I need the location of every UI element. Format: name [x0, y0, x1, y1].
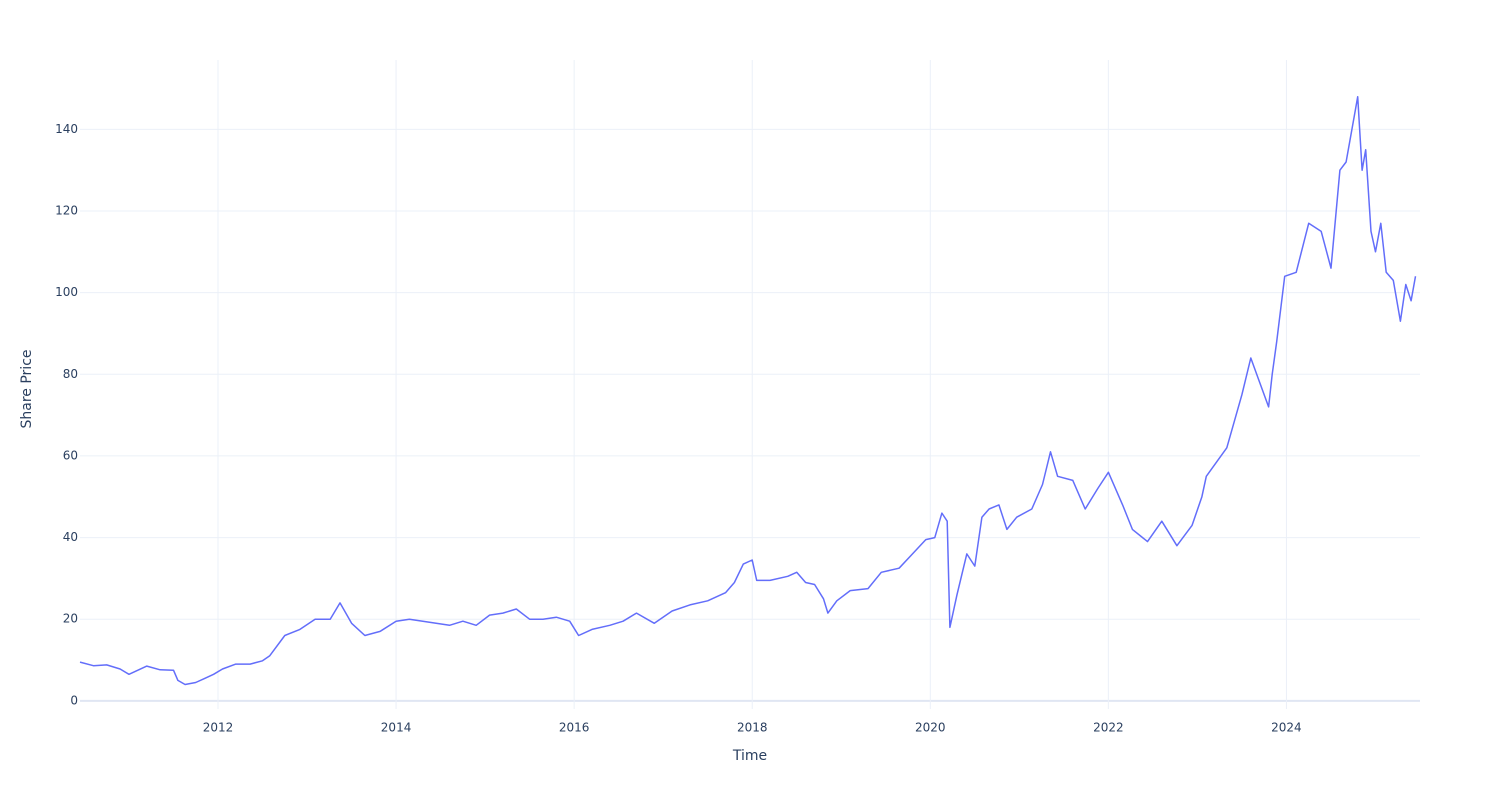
x-tick-label: 2014: [381, 721, 412, 735]
x-tick-label: 2016: [559, 721, 590, 735]
line-series: [79, 95, 1417, 686]
x-tick-label: 2022: [1093, 721, 1124, 735]
x-tick-label: 2020: [915, 721, 946, 735]
y-tick-label: 120: [55, 204, 78, 218]
x-tick-label: 2018: [737, 721, 768, 735]
y-axis-title: Share Price: [19, 349, 35, 428]
y-tick-label: 140: [55, 122, 78, 136]
x-axis-title: Time: [732, 748, 767, 764]
x-tick-label: 2012: [203, 721, 234, 735]
y-tick-label: 20: [63, 612, 78, 626]
y-tick-label: 80: [63, 367, 78, 381]
y-tick-label: 60: [63, 448, 78, 462]
y-tick-label: 40: [63, 530, 78, 544]
x-tick-label: 2024: [1271, 721, 1302, 735]
y-tick-label: 0: [70, 693, 78, 707]
y-tick-label: 100: [55, 285, 78, 299]
